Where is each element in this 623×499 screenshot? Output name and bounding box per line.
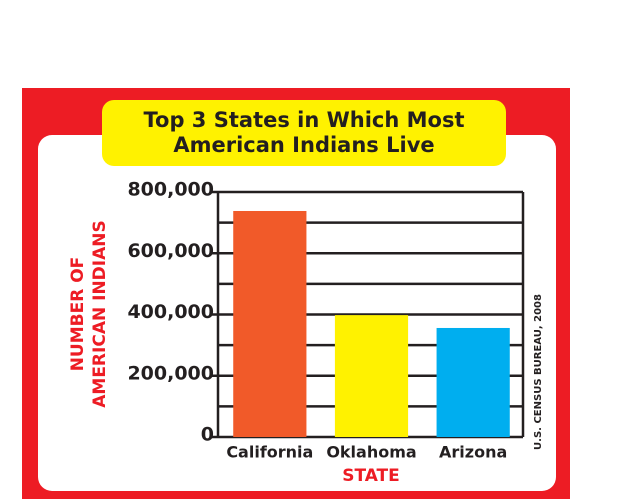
y-tick-label: 400,000 [127,301,214,323]
y-tick-label: 0 [201,424,214,446]
y-tick-label: 800,000 [127,179,214,201]
y-tick-label: 200,000 [127,362,214,384]
source: U.S. CENSUS BUREAU, 2008 [533,294,544,450]
title-box [102,100,506,166]
chart-title: Top 3 States in Which Most [144,108,465,132]
bar [436,327,510,437]
x-tick-label: Arizona [439,443,507,462]
chart-title: American Indians Live [173,133,434,157]
x-tick-label: California [226,443,313,462]
y-axis-label: NUMBER OF [68,257,88,372]
bar [233,210,307,437]
y-tick-label: 600,000 [127,240,214,262]
x-tick-label: Oklahoma [326,443,416,462]
x-axis-label: STATE [342,466,400,486]
bar [334,315,409,437]
y-axis-label: AMERICAN INDIANS [90,220,110,408]
